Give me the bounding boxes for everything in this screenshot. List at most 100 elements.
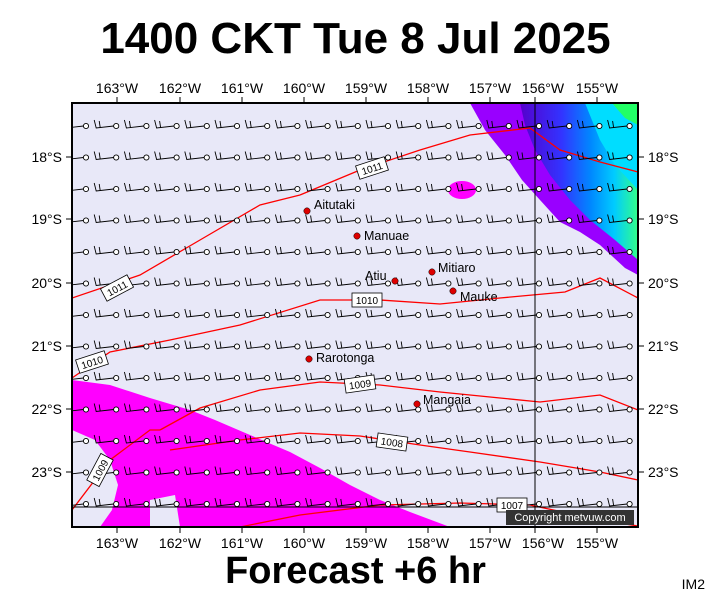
wind-barb [154,214,180,224]
wind-barb [335,182,361,193]
wind-barb [456,214,482,224]
cold-region-peak [612,103,638,125]
wind-barb [184,497,210,508]
wind-barb [425,214,452,224]
wind-barb [93,371,120,382]
lon-tick-bottom: 159°W [345,535,388,551]
wind-barb [576,277,603,287]
wind-barb [244,403,271,413]
wind-barb [576,214,603,224]
map-frame [71,102,639,528]
wind-barb [184,182,210,193]
wind-barb [184,119,210,130]
lat-tick-right: 20°S [648,275,679,291]
isobar-label: 1007 [501,501,524,512]
map-title: 1400 CKT Tue 8 Jul 2025 [100,14,611,63]
place-dot [413,400,421,408]
lon-tick-top: 155°W [576,80,619,96]
wind-barb [576,434,603,445]
wind-barb [425,277,452,287]
wind-barb [365,119,392,130]
wind-barb [154,245,180,256]
rain-area [72,380,450,527]
wind-barb [456,340,482,350]
wind-barb [456,245,482,256]
lat-tick-right: 19°S [648,211,679,227]
wind-barb [72,248,90,256]
wind-barb [154,403,180,413]
wind-barb [516,434,543,445]
wind-barb [486,151,512,161]
wind-barb [274,151,301,161]
wind-barb [546,340,573,350]
wind-barb [395,308,422,319]
wind-barb [486,119,512,130]
wind-barb [607,466,633,476]
wind-barb [93,214,120,224]
wind-barb [123,182,150,193]
lon-tick-bottom: 161°W [221,535,264,551]
wind-barb [184,245,210,256]
wind-barb [486,308,512,319]
wind-barb [607,403,633,413]
wind-barb [335,277,361,287]
lon-tick-bottom: 156°W [522,535,565,551]
place-dot [303,207,311,215]
wind-barb [395,466,422,476]
lat-tick-right: 21°S [648,338,679,354]
wind-barb [425,308,452,319]
wind-barb [456,497,482,508]
wind-barb [244,434,271,445]
wind-barb [305,497,331,508]
wind-barb [123,434,150,445]
wind-barb [576,340,603,350]
wind-barb [607,434,633,445]
wind-barb [72,185,90,193]
wind-barb [456,466,482,476]
wind-barb [72,217,90,224]
wind-barb [184,151,210,161]
wind-barb [244,371,271,382]
wind-barb [214,119,241,130]
wind-barb [546,371,573,382]
wind-barb [486,434,512,445]
place-dot [449,287,457,295]
wind-barb [576,182,603,193]
lon-tick-top: 159°W [345,80,388,96]
wind-barb [486,277,512,287]
lat-tick-left: 18°S [31,149,62,165]
wind-barb [93,497,120,508]
wind-barb [607,119,633,130]
wind-barb [516,308,543,319]
wind-barb [395,340,422,350]
wind-barb [274,308,301,319]
wind-barb [93,308,120,319]
wind-barb [154,277,180,287]
wind-barb [244,214,271,224]
wind-barb [607,214,633,224]
isobar-labels: 1011 1011 1010 1010 1009 1008 1009 1007 [75,156,528,513]
wind-barb [335,119,361,130]
wind-barb [72,500,90,508]
lat-tick-right: 18°S [648,149,679,165]
wind-barb [244,182,271,193]
wind-barb [214,182,241,193]
wind-barb [244,119,271,130]
place-label-rarotonga: Rarotonga [316,351,374,365]
isobar-label: 1008 [380,436,404,450]
wind-barb [72,437,90,445]
lat-tick-left: 21°S [31,338,62,354]
lon-tick-bottom: 163°W [96,535,139,551]
wind-barb [486,371,512,382]
lon-tick-bottom: 162°W [159,535,202,551]
wind-barb [154,371,180,382]
wind-barb [335,466,361,476]
rain-blob [448,181,476,199]
wind-barb [546,214,573,224]
lon-tick-top: 163°W [96,80,139,96]
wind-barb [456,182,482,193]
wind-barb [305,340,331,350]
wind-barb [154,340,180,350]
wind-barb [305,119,331,130]
